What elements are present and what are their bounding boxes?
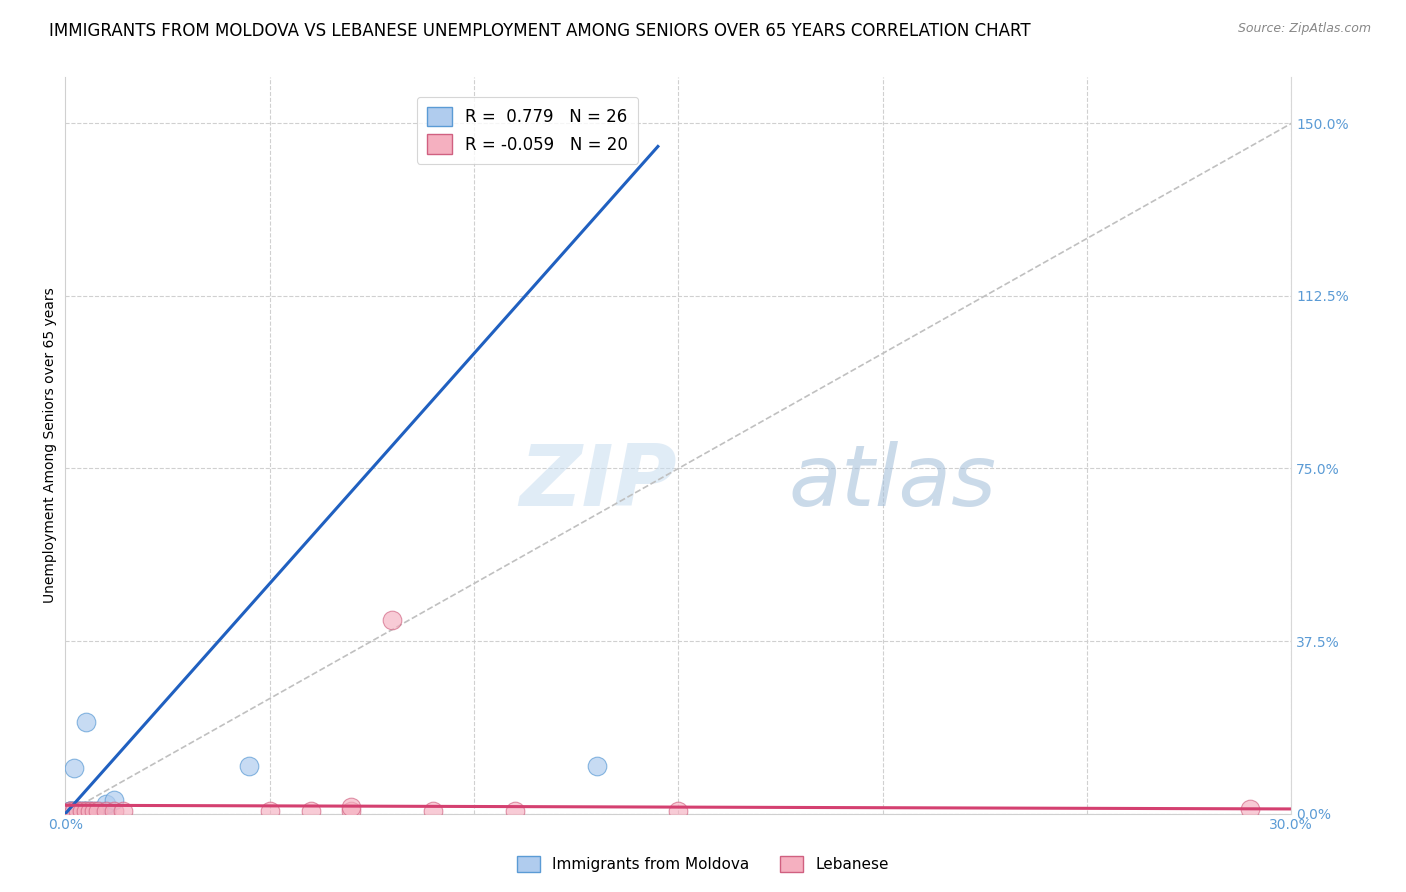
Point bbox=[238, 759, 260, 773]
Point bbox=[62, 804, 84, 818]
Point bbox=[58, 804, 80, 818]
Point bbox=[87, 804, 110, 818]
Point bbox=[66, 804, 89, 818]
Y-axis label: Unemployment Among Seniors over 65 years: Unemployment Among Seniors over 65 years bbox=[44, 287, 58, 603]
Point bbox=[83, 804, 105, 818]
Point bbox=[299, 804, 322, 818]
Point bbox=[62, 804, 84, 818]
Point bbox=[259, 804, 281, 818]
Point bbox=[340, 804, 363, 818]
Point bbox=[75, 804, 97, 818]
Point bbox=[96, 804, 118, 818]
Text: IMMIGRANTS FROM MOLDOVA VS LEBANESE UNEMPLOYMENT AMONG SENIORS OVER 65 YEARS COR: IMMIGRANTS FROM MOLDOVA VS LEBANESE UNEM… bbox=[49, 22, 1031, 40]
Point bbox=[66, 804, 89, 818]
Point bbox=[66, 804, 89, 818]
Point bbox=[422, 804, 444, 818]
Point bbox=[503, 804, 526, 818]
Point bbox=[1239, 802, 1261, 816]
Point bbox=[96, 797, 118, 812]
Point bbox=[381, 613, 404, 627]
Point bbox=[58, 804, 80, 818]
Point bbox=[91, 804, 114, 818]
Point bbox=[111, 804, 134, 818]
Point bbox=[79, 804, 101, 818]
Point bbox=[585, 759, 607, 773]
Point bbox=[75, 714, 97, 729]
Point bbox=[83, 804, 105, 818]
Point bbox=[62, 760, 84, 774]
Point bbox=[666, 804, 689, 818]
Point bbox=[58, 804, 80, 818]
Point bbox=[96, 804, 118, 818]
Text: ZIP: ZIP bbox=[519, 441, 676, 524]
Point bbox=[103, 793, 125, 807]
Point bbox=[62, 804, 84, 818]
Point bbox=[79, 804, 101, 818]
Point bbox=[66, 804, 89, 818]
Point bbox=[62, 804, 84, 818]
Point bbox=[87, 804, 110, 818]
Point bbox=[58, 804, 80, 818]
Point bbox=[75, 804, 97, 818]
Point bbox=[79, 804, 101, 818]
Point bbox=[58, 804, 80, 818]
Point bbox=[103, 804, 125, 818]
Point bbox=[75, 804, 97, 818]
Point bbox=[70, 804, 93, 818]
Point bbox=[340, 799, 363, 814]
Text: atlas: atlas bbox=[789, 441, 997, 524]
Point bbox=[70, 804, 93, 818]
Legend: Immigrants from Moldova, Lebanese: Immigrants from Moldova, Lebanese bbox=[509, 848, 897, 880]
Legend: R =  0.779   N = 26, R = -0.059   N = 20: R = 0.779 N = 26, R = -0.059 N = 20 bbox=[418, 97, 638, 163]
Point bbox=[70, 804, 93, 818]
Text: Source: ZipAtlas.com: Source: ZipAtlas.com bbox=[1237, 22, 1371, 36]
